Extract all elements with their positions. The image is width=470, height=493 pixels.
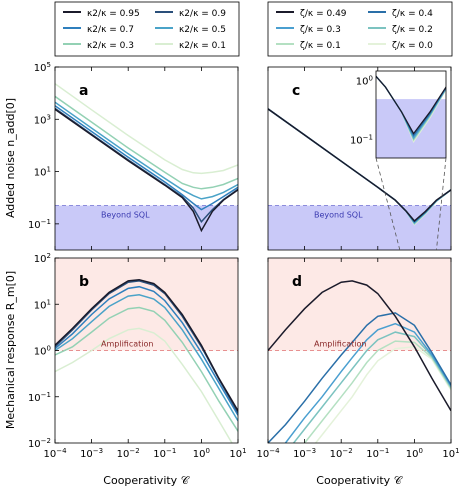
- x-axis-label-left: Cooperativity 𝒞: [103, 474, 189, 487]
- legend-entry: ζ/κ = 0.2: [392, 25, 433, 35]
- plot-area: [55, 258, 238, 443]
- y-tick-label: 101: [34, 166, 51, 179]
- legend-entry: κ2/κ = 0.3: [87, 41, 134, 51]
- series-line-2: [55, 285, 238, 416]
- series-line-1: [268, 312, 451, 443]
- inset-tick-label: 100: [356, 74, 373, 87]
- series-line-3: [55, 294, 238, 422]
- legend-entry: κ2/κ = 0.1: [179, 41, 226, 51]
- legend-entry: ζ/κ = 0.4: [392, 9, 433, 19]
- y-tick-label: 10−1: [28, 218, 51, 231]
- series-line-2: [55, 105, 238, 211]
- panel-d: Amplification d 10−4 10−3 10−2 10−1 100 101: [256, 257, 460, 460]
- y-tick-label: 10−1: [28, 391, 51, 404]
- axes-frame: [267, 66, 452, 251]
- legend-entry: ζ/κ = 0.3: [300, 25, 341, 35]
- series-line-3: [292, 331, 451, 443]
- y-axis-label-top: Added noise n_add[0]: [4, 98, 17, 218]
- legend-entry: κ2/κ = 0.9: [179, 9, 226, 19]
- x-tick-label: 10−3: [293, 447, 316, 460]
- series-line-4: [55, 95, 238, 190]
- y-tick-label: 102: [34, 252, 51, 265]
- panel-b: Amplification b 10−4 10−3 10−2 10−1 100 101 102 1…: [28, 252, 247, 460]
- y-tick-label: 103: [34, 113, 51, 126]
- series-line-0: [268, 108, 451, 222]
- series-line-3: [55, 101, 238, 200]
- inset-frame: [375, 70, 447, 159]
- beyond-sql-region: [268, 205, 451, 250]
- plot-area: [268, 108, 451, 250]
- amplification-region: [55, 258, 238, 351]
- y-axis-label-bottom: Mechanical response R_m[0]: [4, 271, 17, 429]
- axes-frame: [267, 257, 452, 444]
- x-tick-label: 101: [229, 447, 246, 460]
- y-tick-label: 101: [34, 298, 51, 311]
- x-tick-label: 101: [442, 447, 459, 460]
- y-tick-label: 100: [34, 345, 51, 358]
- panel-c: Beyond SQL c 100 10−1: [267, 66, 452, 251]
- inset-series-line: [376, 75, 446, 135]
- inset-tick-label: 10−1: [350, 133, 373, 146]
- panel-letter: b: [79, 274, 89, 290]
- y-tick-label: 10−2: [28, 437, 51, 450]
- inset-connector: [436, 157, 447, 251]
- panel-letter: c: [292, 83, 300, 99]
- y-tick-label: 105: [34, 61, 51, 74]
- series-line-5: [55, 83, 238, 175]
- plot-area: [55, 83, 238, 250]
- legend-entry: κ2/κ = 0.5: [179, 25, 226, 35]
- region-annotation: Beyond SQL: [101, 211, 150, 220]
- x-tick-label: 10−1: [366, 447, 389, 460]
- series-line-0: [55, 278, 238, 412]
- x-tick-label: 10−4: [43, 447, 67, 460]
- series-line-4: [55, 306, 238, 432]
- x-tick-label: 10−1: [153, 447, 176, 460]
- legend-box: [54, 1, 240, 57]
- region-annotation: Beyond SQL: [314, 211, 363, 220]
- series-line-2: [284, 322, 451, 443]
- legend-entry: ζ/κ = 0.1: [300, 41, 341, 51]
- legend-kappa: κ2/κ = 0.95 κ2/κ = 0.9 κ2/κ = 0.7 κ2/κ = 0.…: [54, 1, 240, 57]
- x-tick-label: 10−2: [117, 447, 140, 460]
- inset: 100 10−1: [350, 70, 447, 159]
- legend-zeta: ζ/κ = 0.49 ζ/κ = 0.4 ζ/κ = 0.3 ζ/κ = 0.2 ζ/κ…: [267, 1, 453, 57]
- x-tick-label: 100: [406, 447, 423, 460]
- x-axis-label-right: Cooperativity 𝒞: [316, 474, 402, 487]
- panel-letter: d: [292, 274, 302, 290]
- plot-area: [268, 258, 451, 443]
- legend-entry: ζ/κ = 0.49: [300, 9, 347, 19]
- legend-entry: ζ/κ = 0.0: [392, 41, 433, 51]
- series-line-0: [268, 280, 451, 412]
- series-line-5: [55, 327, 233, 443]
- axes-frame: [54, 66, 239, 251]
- region-annotation: Amplification: [314, 340, 366, 349]
- region-annotation: Amplification: [101, 340, 153, 349]
- series-line-4: [303, 340, 451, 443]
- legend-box: [267, 1, 453, 57]
- series-line-5: [314, 346, 451, 443]
- x-tick-label: 10−2: [330, 447, 353, 460]
- amplification-region: [268, 258, 451, 351]
- legend-entry: κ2/κ = 0.95: [87, 9, 140, 19]
- beyond-sql-region: [55, 205, 238, 250]
- inset-plot: [376, 75, 446, 143]
- panel-a: Beyond SQL a 105 103 101 10−1: [28, 61, 239, 251]
- x-tick-label: 10−3: [80, 447, 103, 460]
- panel-letter: a: [79, 83, 88, 99]
- legend-entry: κ2/κ = 0.7: [87, 25, 134, 35]
- series-line-0: [55, 108, 238, 233]
- inset-connector: [375, 157, 401, 251]
- x-tick-label: 10−4: [256, 447, 280, 460]
- x-tick-label: 100: [193, 447, 210, 460]
